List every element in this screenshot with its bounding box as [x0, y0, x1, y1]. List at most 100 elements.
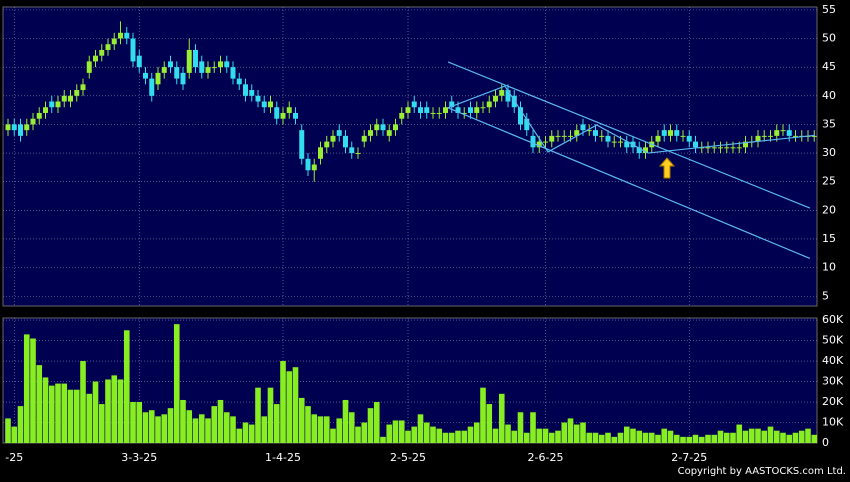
volume-bar	[792, 432, 799, 443]
candle-body	[11, 124, 17, 131]
y-tick-label: 55	[822, 3, 836, 16]
candle-body	[443, 107, 448, 113]
volume-bar	[67, 389, 74, 443]
volume-bar	[448, 432, 455, 443]
candle-body	[693, 141, 698, 148]
volume-bar	[30, 338, 36, 443]
volume-bar	[605, 432, 611, 443]
volume-bar	[573, 424, 580, 443]
volume-bar	[617, 432, 624, 443]
y-tick-label: 10K	[822, 416, 844, 429]
candle-body	[255, 95, 261, 102]
volume-bar	[161, 414, 168, 443]
volume-bar	[536, 428, 543, 443]
candle-body	[74, 90, 80, 96]
candle-body	[755, 135, 761, 142]
candle-body	[368, 130, 373, 136]
candle-body	[811, 135, 817, 137]
volume-bar	[117, 379, 124, 443]
candle-body	[680, 135, 686, 137]
candle-body	[786, 130, 792, 136]
volume-bar	[142, 412, 149, 443]
candle-body	[455, 107, 461, 113]
volume-bar	[292, 367, 299, 443]
candle-body	[168, 61, 173, 68]
candle-body	[418, 107, 423, 113]
candle-body	[261, 101, 267, 108]
y-tick-label: 20K	[822, 395, 844, 408]
volume-bar	[473, 422, 480, 443]
candle-body	[655, 135, 661, 142]
y-tick-label: 45	[822, 60, 836, 73]
volume-bar	[111, 375, 118, 443]
candle-body	[293, 112, 298, 119]
y-tick-label: 40	[822, 89, 836, 102]
volume-bar	[17, 406, 24, 443]
volume-bar	[105, 379, 111, 443]
candle-body	[80, 84, 86, 91]
candle-body	[711, 147, 717, 149]
candle-body	[736, 147, 742, 149]
volume-bar	[486, 404, 493, 443]
volume-bar	[592, 432, 599, 443]
volume-bar	[611, 436, 618, 443]
volume-bar	[423, 422, 430, 443]
candle-body	[561, 135, 567, 137]
trend-line	[447, 61, 811, 209]
volume-bar	[511, 430, 518, 443]
volume-bar	[5, 418, 11, 443]
candle-body	[436, 112, 442, 114]
candle-body	[149, 78, 155, 96]
candle-body	[68, 95, 73, 102]
volume-bar	[342, 399, 349, 443]
candle-body	[380, 124, 386, 131]
volume-bar	[786, 434, 793, 443]
volume-bar	[298, 397, 305, 443]
candle-body	[480, 107, 486, 109]
volume-bar	[555, 430, 561, 443]
volume-bar	[580, 422, 586, 443]
y-tick-label: 60K	[822, 313, 844, 326]
volume-bar	[530, 412, 536, 443]
candle-body	[724, 147, 730, 149]
candle-body	[111, 38, 117, 45]
candle-body	[299, 130, 305, 159]
volume-bar	[92, 381, 99, 443]
y-tick-label: 40K	[822, 354, 844, 367]
candle-body	[274, 107, 280, 119]
candle-body	[193, 49, 198, 68]
candle-body	[599, 135, 605, 137]
x-tick-label: -25	[5, 451, 23, 464]
y-tick-label: 30K	[822, 375, 844, 388]
candle-body	[136, 55, 142, 68]
volume-bar	[198, 414, 205, 443]
candle-body	[386, 130, 392, 136]
volume-bar	[811, 434, 818, 443]
volume-bar	[598, 434, 605, 443]
volume-bar	[223, 412, 230, 443]
volume-bar	[548, 432, 555, 443]
candle-body	[424, 107, 430, 113]
candle-body	[730, 147, 736, 149]
candle-body	[524, 118, 530, 131]
candle-body	[661, 130, 667, 136]
volume-bar	[367, 408, 374, 443]
volume-bar	[192, 418, 199, 443]
candle-body	[305, 158, 311, 171]
volume-bar	[311, 414, 318, 443]
volume-bar	[36, 365, 43, 443]
volume-bar	[736, 424, 743, 443]
y-tick-label: 15	[822, 232, 836, 245]
y-tick-label: 5	[822, 289, 829, 302]
volume-bar	[398, 420, 405, 443]
volume-bar	[805, 428, 811, 443]
candle-body	[761, 135, 767, 137]
volume-bar	[23, 334, 30, 443]
candle-body	[718, 147, 723, 149]
volume-bar	[186, 410, 193, 443]
candle-body	[393, 124, 398, 131]
volume-bar	[673, 434, 680, 443]
volume-bar	[586, 432, 593, 443]
candle-body	[99, 49, 105, 56]
volume-bar	[42, 377, 49, 443]
